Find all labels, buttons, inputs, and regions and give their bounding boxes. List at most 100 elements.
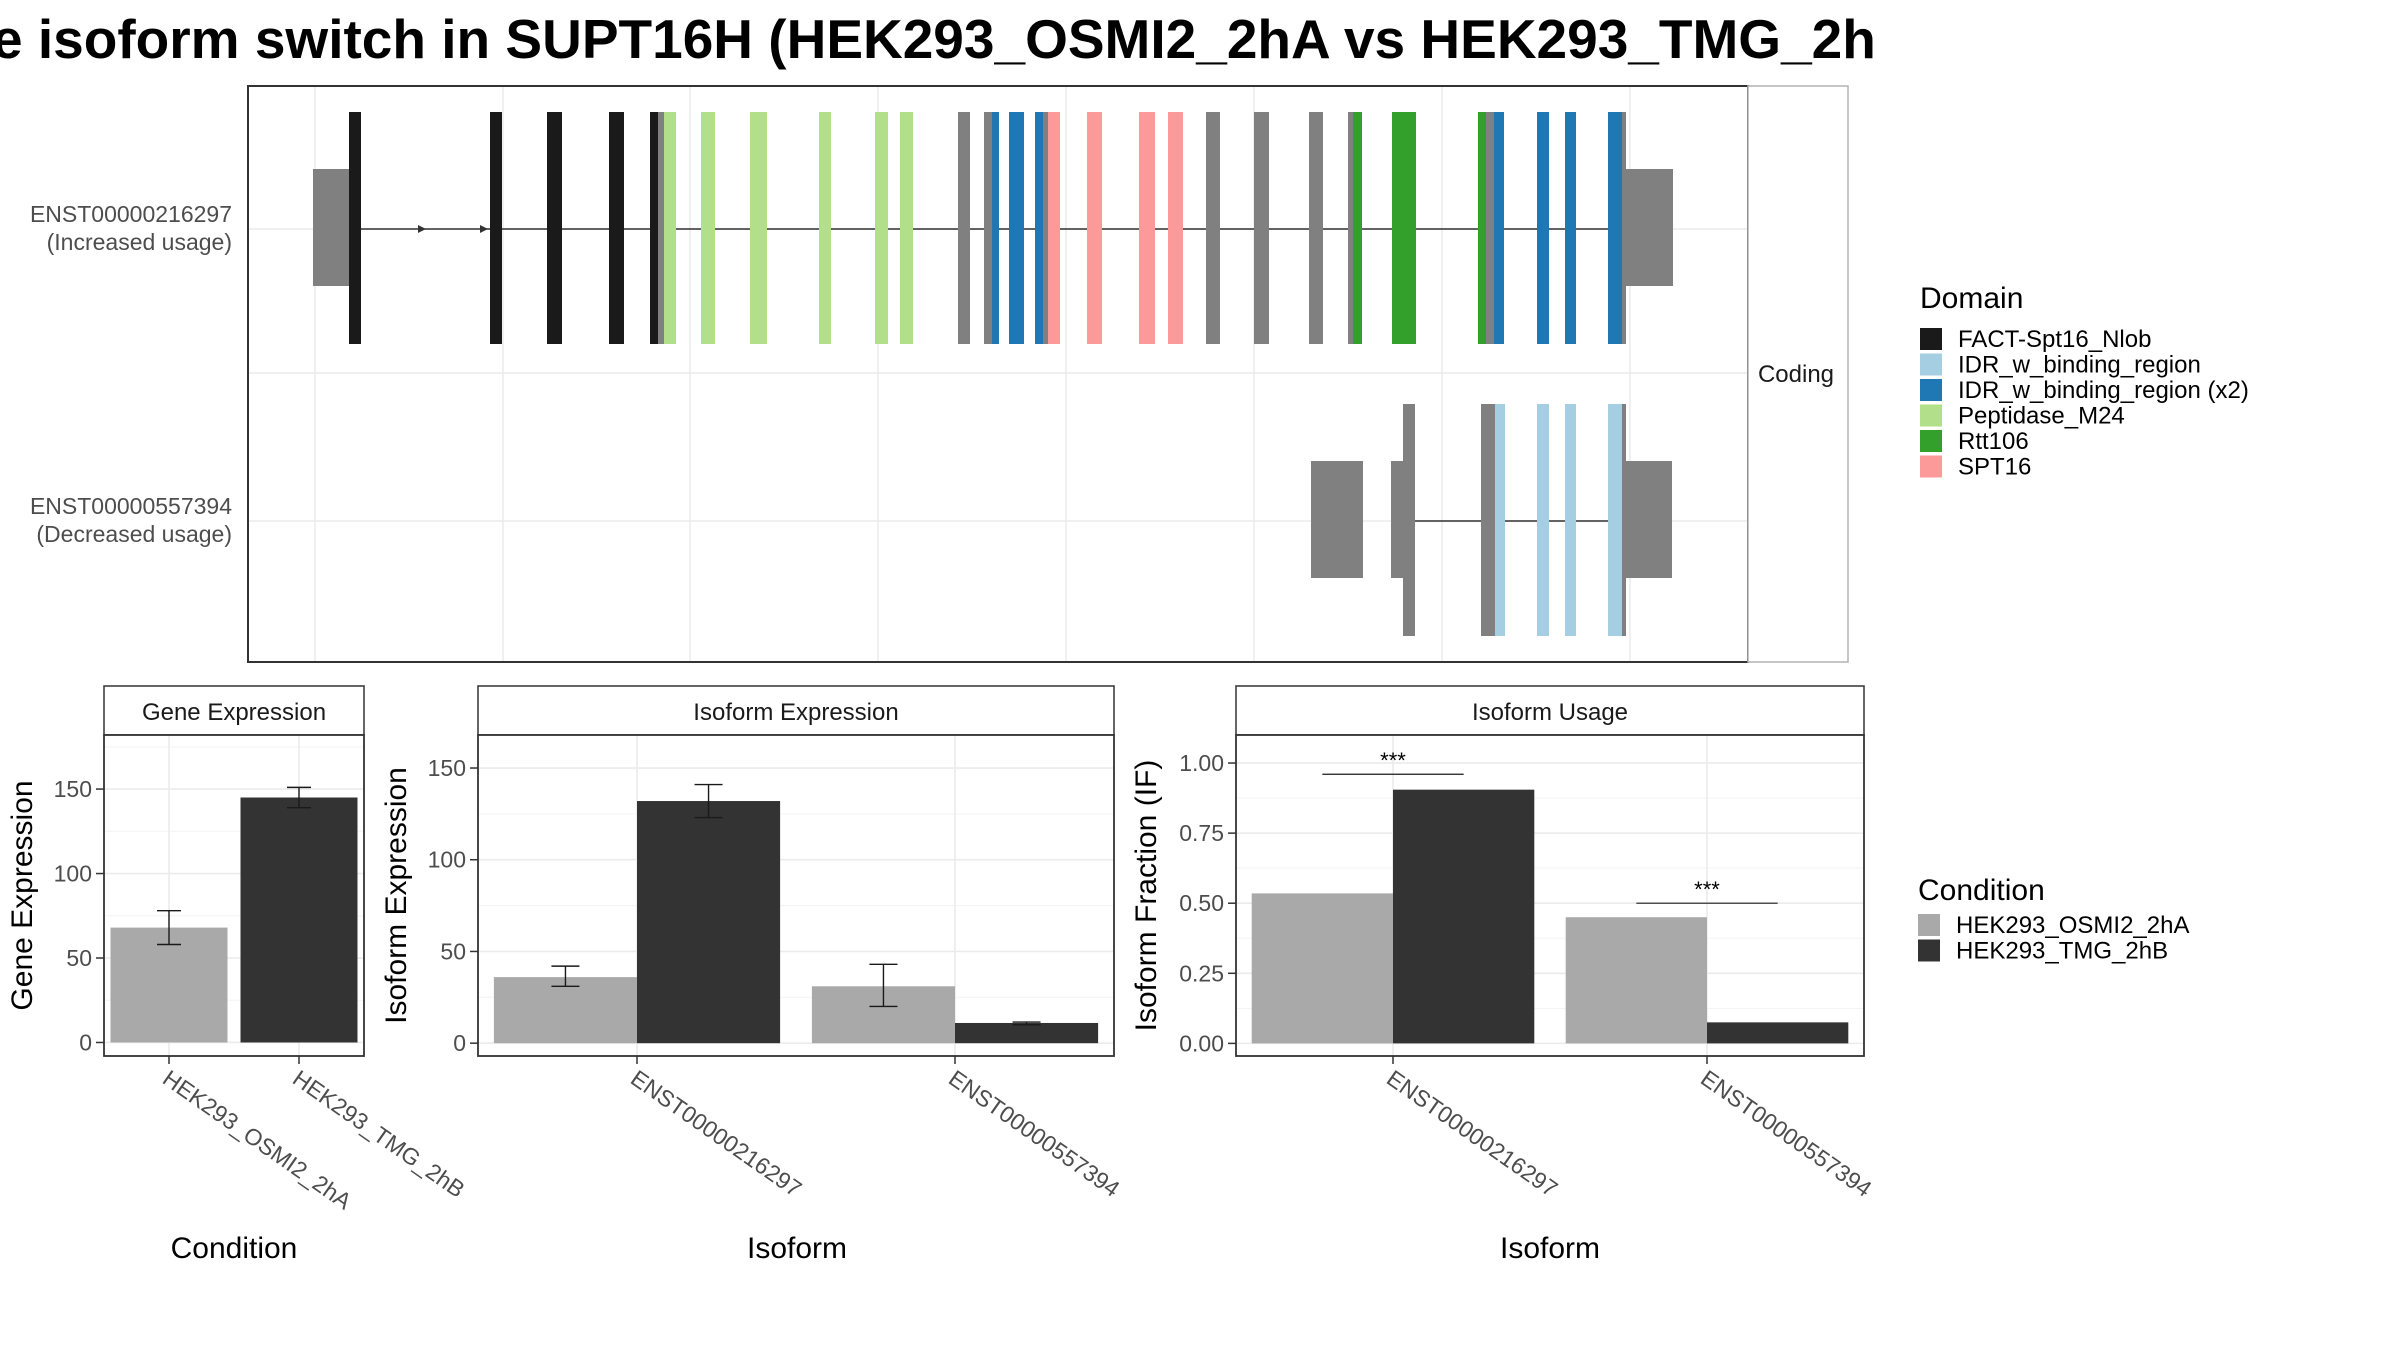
panel-strip bbox=[103, 685, 365, 736]
exon-transcript-1 bbox=[1353, 112, 1362, 344]
x-tick-label: ENST00000557394 bbox=[944, 1065, 1125, 1202]
y-tick-label: 50 bbox=[66, 945, 92, 971]
exon-transcript-1 bbox=[1043, 112, 1048, 344]
x-axis-title: Isoform bbox=[747, 1232, 847, 1265]
structure-tracks bbox=[313, 112, 1673, 636]
x-axis-title: Isoform bbox=[1500, 1232, 1600, 1265]
bar-ENST00000557394-HEK293_OSMI2_2hA bbox=[1565, 917, 1707, 1044]
coding-facet-strip bbox=[1747, 85, 1849, 663]
coding-facet-label: Coding bbox=[1758, 361, 1834, 388]
x-tick-label: ENST00000216297 bbox=[1382, 1065, 1562, 1202]
panel-title: Isoform Usage bbox=[1472, 699, 1628, 726]
exon-transcript-1 bbox=[1565, 112, 1576, 344]
exon-transcript-2 bbox=[1622, 404, 1626, 636]
transcript-usage-2: (Decreased usage) bbox=[36, 521, 232, 547]
exon-transcript-2 bbox=[1403, 404, 1415, 636]
bar-ENST00000557394-HEK293_TMG_2hB bbox=[955, 1022, 1099, 1044]
bar-HEK293_OSMI2_2hA bbox=[110, 927, 228, 1043]
exon-transcript-2 bbox=[1495, 404, 1505, 636]
significance-label: *** bbox=[1694, 877, 1720, 902]
utr-3prime-transcript-1 bbox=[1626, 169, 1673, 286]
y-tick-label: 0.00 bbox=[1179, 1030, 1224, 1056]
y-tick-label: 150 bbox=[428, 755, 466, 781]
exon-transcript-1 bbox=[819, 112, 831, 344]
domain-legend: Domain FACT-Spt16_NlobIDR_w_binding_regi… bbox=[1920, 282, 2249, 481]
bar-ENST00000557394-HEK293_TMG_2hB bbox=[1707, 1022, 1849, 1044]
exon-transcript-1 bbox=[992, 112, 999, 344]
domain-legend-label: IDR_w_binding_region bbox=[1958, 352, 2201, 379]
utr-5prime-transcript-2 bbox=[1311, 461, 1363, 578]
transcript-label-2: ENST00000557394 bbox=[30, 493, 232, 519]
exon-transcript-1 bbox=[1392, 112, 1416, 344]
condition-legend-title: Condition bbox=[1918, 874, 2045, 907]
exon-transcript-1 bbox=[1608, 112, 1622, 344]
exon-transcript-1 bbox=[1035, 112, 1043, 344]
transcript-label-1: ENST00000216297 bbox=[30, 201, 232, 227]
exon-transcript-2 bbox=[1537, 404, 1549, 636]
condition-legend-label: HEK293_OSMI2_2hA bbox=[1956, 912, 2189, 939]
exon-transcript-1 bbox=[958, 112, 970, 344]
exon-transcript-1 bbox=[984, 112, 992, 344]
utr-5prime-transcript-1 bbox=[313, 169, 349, 286]
panel-strip bbox=[477, 685, 1115, 736]
panel-frame bbox=[477, 734, 1115, 1057]
domain-legend-title: Domain bbox=[1920, 282, 2023, 315]
exon-transcript-1 bbox=[664, 112, 676, 344]
condition-legend-swatch bbox=[1918, 914, 1940, 936]
exon-transcript-2 bbox=[1481, 404, 1495, 636]
y-axis-title: Gene Expression bbox=[6, 780, 39, 1010]
y-tick-label: 100 bbox=[428, 847, 466, 873]
bar-ENST00000216297-HEK293_OSMI2_2hA bbox=[493, 977, 637, 1044]
y-tick-label: 0 bbox=[79, 1029, 92, 1055]
panel-strip bbox=[1235, 685, 1865, 736]
bar-ENST00000216297-HEK293_OSMI2_2hA bbox=[1251, 893, 1393, 1044]
isoform-expression-panel: Isoform Expression 0 50 100 150 ENST000002162… bbox=[380, 685, 1125, 1265]
x-tick-label: ENST00000557394 bbox=[1696, 1065, 1877, 1202]
exon-transcript-1 bbox=[1206, 112, 1220, 344]
bar-ENST00000216297-HEK293_TMG_2hB bbox=[637, 801, 781, 1044]
domain-legend-swatch bbox=[1920, 430, 1942, 452]
exon-transcript-1 bbox=[900, 112, 913, 344]
exon-transcript-1 bbox=[750, 112, 767, 344]
exon-transcript-1 bbox=[650, 112, 658, 344]
panel-title: Gene Expression bbox=[142, 699, 326, 726]
panel-title: Isoform Expression bbox=[693, 699, 898, 726]
bar-ENST00000216297-HEK293_TMG_2hB bbox=[1393, 789, 1535, 1044]
y-tick-label: 150 bbox=[54, 776, 92, 802]
strand-arrow-icon bbox=[418, 225, 426, 233]
exon-transcript-1 bbox=[547, 112, 562, 344]
domain-legend-label: SPT16 bbox=[1958, 454, 2031, 481]
exon-transcript-1 bbox=[490, 112, 502, 344]
exon-transcript-1 bbox=[701, 112, 715, 344]
y-tick-label: 100 bbox=[54, 861, 92, 887]
x-tick-label: ENST00000216297 bbox=[626, 1065, 806, 1202]
figure-title: e isoform switch in SUPT16H (HEK293_OSMI… bbox=[0, 8, 1876, 70]
domain-legend-swatch bbox=[1920, 353, 1942, 376]
exon-transcript-1 bbox=[1622, 112, 1626, 344]
exon-transcript-1 bbox=[875, 112, 888, 344]
exon-transcript-1 bbox=[1254, 112, 1269, 344]
y-axis-title: Isoform Expression bbox=[380, 767, 413, 1024]
y-tick-label: 1.00 bbox=[1179, 750, 1224, 776]
x-axis-title: Condition bbox=[171, 1232, 298, 1265]
condition-legend-label: HEK293_TMG_2hB bbox=[1956, 938, 2168, 965]
strand-arrow-icon bbox=[480, 225, 488, 233]
y-tick-label: 50 bbox=[440, 938, 466, 964]
y-tick-label: 0.25 bbox=[1179, 960, 1224, 986]
exon-transcript-1 bbox=[1348, 112, 1353, 344]
exon-transcript-1 bbox=[1494, 112, 1504, 344]
exon-transcript-1 bbox=[1009, 112, 1024, 344]
domain-legend-label: IDR_w_binding_region (x2) bbox=[1958, 377, 2249, 404]
y-axis-title: Isoform Fraction (IF) bbox=[1130, 760, 1163, 1032]
transcript-structure-panel: Coding ENST00000216297 (Increased usage)… bbox=[30, 85, 1849, 663]
y-tick-label: 0.75 bbox=[1179, 820, 1224, 846]
condition-legend-swatch bbox=[1918, 939, 1940, 962]
exon-transcript-2 bbox=[1608, 404, 1622, 636]
transcript-usage-1: (Increased usage) bbox=[47, 229, 232, 255]
domain-legend-label: FACT-Spt16_Nlob bbox=[1958, 326, 2151, 353]
panel-frame bbox=[103, 734, 365, 1057]
exon-transcript-1 bbox=[1486, 112, 1494, 344]
panel-frame bbox=[1235, 734, 1865, 1057]
significance-label: *** bbox=[1380, 748, 1406, 773]
